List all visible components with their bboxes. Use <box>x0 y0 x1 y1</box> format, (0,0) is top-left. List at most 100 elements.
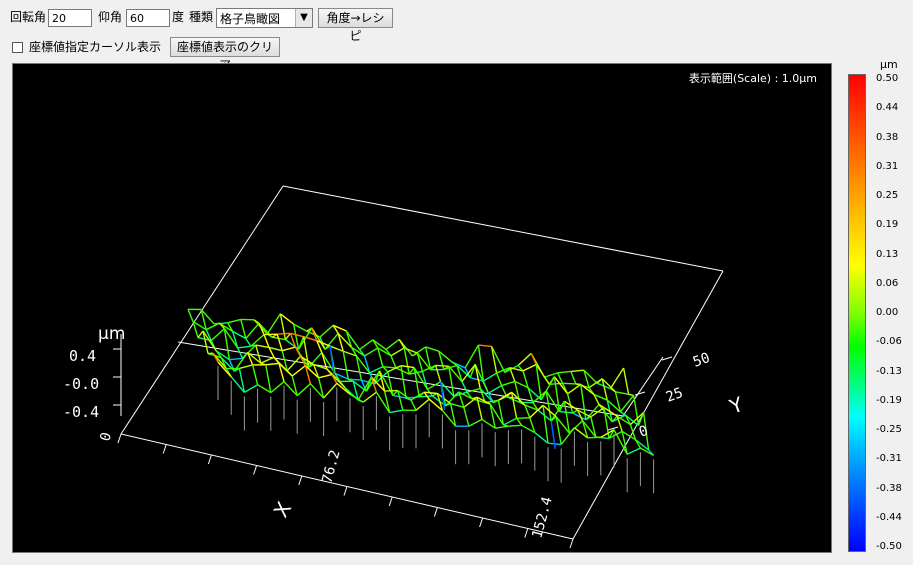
surface-wire <box>600 429 615 438</box>
surface-wire <box>517 352 532 367</box>
surface-wire <box>313 363 328 370</box>
surface-wire <box>372 339 387 350</box>
surface-wire <box>389 409 403 414</box>
surface-wire <box>303 335 318 342</box>
surface-wire <box>316 340 331 347</box>
surface-wire <box>496 367 511 374</box>
surface-spike <box>550 420 556 449</box>
surface-wire <box>445 391 460 407</box>
surface-wire <box>247 351 262 364</box>
surface-wire <box>291 375 298 396</box>
surface-wire <box>524 404 531 418</box>
surface-wire <box>490 346 498 374</box>
surface-wire <box>355 355 363 381</box>
surface-wire <box>226 322 234 332</box>
x-tick <box>569 538 574 549</box>
surface-wire <box>421 371 429 390</box>
surface-wire <box>573 427 589 439</box>
angle-to-recipe-button[interactable]: 角度→レシピ <box>318 8 393 43</box>
surface-wire <box>342 351 349 380</box>
surface-wire <box>277 332 291 335</box>
legend-tick-label: -0.31 <box>876 453 902 465</box>
surface-wire <box>304 365 312 384</box>
surface-wire <box>324 345 331 350</box>
surface-wire <box>311 327 326 350</box>
x-tick <box>207 454 212 465</box>
surface-wire <box>345 330 353 348</box>
surface-wire <box>312 364 320 379</box>
chevron-down-icon[interactable]: ▼ <box>295 9 312 27</box>
z-tick-label: -0.0 <box>63 375 99 393</box>
surface-wire <box>532 390 547 404</box>
surface-wire <box>352 380 359 401</box>
surface-plot-area[interactable]: 表示範囲(Scale) : 1.0μm μm 0.4 -0.0 -0.4 0 7… <box>12 63 832 553</box>
surface-wire <box>478 344 492 348</box>
surface-wire <box>370 376 378 393</box>
surface-wire <box>562 382 576 385</box>
surface-wire <box>215 350 230 361</box>
cursor-checkbox[interactable] <box>12 42 23 53</box>
surface-wire <box>408 367 415 375</box>
surface-wire <box>237 345 251 349</box>
surface-wire <box>451 361 458 366</box>
surface-wire <box>609 367 625 390</box>
surface-wire <box>511 391 526 406</box>
surface-wire <box>387 365 402 373</box>
surface-wire <box>619 394 635 413</box>
surface-wire <box>336 382 351 395</box>
surface-wire <box>232 330 247 340</box>
z-tick-label: 0.4 <box>69 347 96 365</box>
surface-wire <box>317 377 325 399</box>
surface-wire <box>542 405 549 444</box>
legend-unit: μm <box>880 58 898 71</box>
surface-wire <box>359 339 374 351</box>
x-tick <box>162 444 167 454</box>
surface-wire <box>514 380 529 389</box>
surface-wire <box>350 346 358 357</box>
y-axis-label: Y <box>726 392 747 419</box>
surface-wire <box>385 338 400 350</box>
surface-wire <box>316 340 323 353</box>
surface-wire <box>273 356 280 364</box>
surface-wire <box>205 329 212 341</box>
type-select[interactable]: 格子鳥瞰図 ▼ <box>216 8 313 28</box>
surface-wire <box>550 416 557 422</box>
surface-wire <box>409 370 423 375</box>
surface-wire <box>598 403 605 409</box>
rotation-input[interactable] <box>48 9 92 27</box>
x-tick <box>253 465 258 475</box>
surface-wire <box>634 439 650 451</box>
surface-wire <box>557 370 571 374</box>
y-tick <box>661 356 673 361</box>
surface-wire <box>400 365 407 399</box>
surface-wire <box>255 344 270 349</box>
surface-wire <box>530 353 537 365</box>
surface-wire <box>620 411 626 416</box>
surface-wire <box>410 399 417 411</box>
surface-wire <box>614 391 622 413</box>
x-tick-label: 76.2 <box>319 448 343 485</box>
surface-wire <box>608 430 623 440</box>
x-tick-label: 0 <box>97 431 115 443</box>
elevation-input[interactable] <box>126 9 170 27</box>
surface-wire <box>458 391 465 408</box>
surface-wire <box>291 365 306 377</box>
surface-wire <box>390 347 405 357</box>
surface-wire <box>509 367 516 382</box>
surface-wire <box>282 346 296 352</box>
surface-wire <box>289 333 297 348</box>
surface-wire <box>212 352 219 363</box>
surface-wire <box>632 395 640 426</box>
surface-wire <box>616 415 623 432</box>
surface-wire <box>416 352 424 372</box>
surface-wire <box>218 322 225 330</box>
clear-coordinates-button[interactable]: 座標値表示のクリア <box>170 37 280 72</box>
surface-wire <box>527 387 534 403</box>
surface-wire <box>637 412 645 426</box>
surface-wire <box>323 382 338 399</box>
surface-wire <box>626 447 641 455</box>
surface-wire <box>445 402 451 407</box>
color-scale-bar <box>848 74 866 552</box>
z-tick-label: -0.4 <box>63 403 99 421</box>
legend-tick-label: 0.19 <box>876 219 899 231</box>
